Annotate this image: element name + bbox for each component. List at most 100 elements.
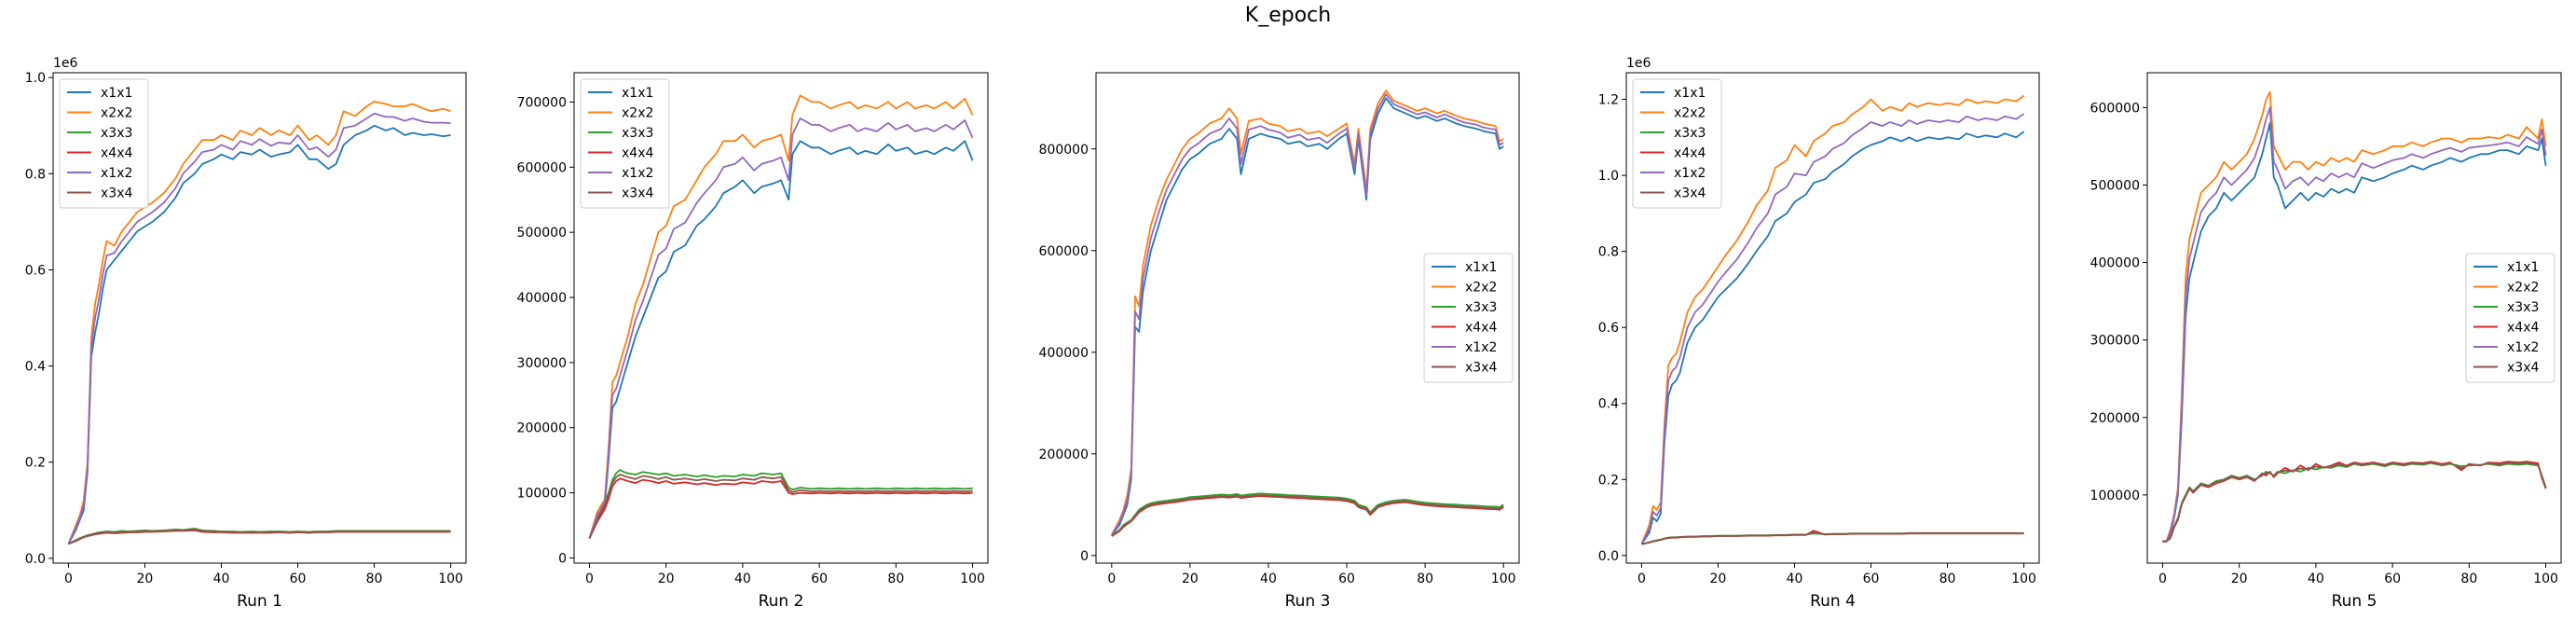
x-tick-label: 0: [2158, 572, 2167, 586]
x-tick-label: 40: [1260, 572, 1277, 586]
legend-label-x1x2: x1x2: [101, 166, 132, 181]
y-tick-label: 0: [558, 551, 567, 566]
x-tick-label: 100: [2533, 572, 2558, 586]
x-tick-label: 40: [213, 572, 230, 586]
series-line-x1x1: [588, 140, 974, 539]
y-tick-label: 0.2: [25, 456, 46, 471]
x-tick-label: 0: [1637, 572, 1646, 586]
legend-label-x3x4: x3x4: [101, 186, 132, 201]
y-tick-label: 0.6: [25, 263, 46, 278]
legend-label-x3x4: x3x4: [1465, 361, 1497, 376]
legend-label-x1x1: x1x1: [101, 86, 132, 101]
x-tick-label: 80: [887, 572, 904, 586]
legend-label-x2x2: x2x2: [2507, 281, 2539, 296]
y-tick-label: 200000: [2090, 411, 2140, 426]
y-tick-label: 500000: [2090, 178, 2140, 193]
series-line-x1x1: [1640, 131, 2025, 545]
axes-frame: [1095, 72, 1520, 564]
series-line-x3x4: [2162, 462, 2547, 543]
series-line-x2x2: [588, 94, 974, 539]
legend-label-x2x2: x2x2: [1674, 106, 1706, 121]
x-tick-label: 60: [1338, 572, 1355, 586]
axes-frame: [1625, 72, 2040, 564]
series-line-x4x4: [588, 477, 973, 539]
y-tick-label: 600000: [1039, 244, 1089, 259]
series-line-x1x1: [67, 124, 451, 544]
legend-label-x4x4: x4x4: [101, 146, 132, 161]
axes-frame: [573, 72, 989, 564]
x-tick-label: 60: [290, 572, 307, 586]
series-line-x1x2: [2162, 106, 2547, 543]
x-tick-label: 80: [1939, 572, 1956, 586]
series-line-x2x2: [2162, 90, 2547, 543]
y-tick-label: 100000: [517, 487, 567, 502]
series-line-x1x2: [588, 117, 974, 539]
x-tick-label: 60: [811, 572, 828, 586]
y-tick-label: 200000: [517, 421, 567, 436]
y-tick-label: 500000: [517, 226, 567, 241]
axes-frame: [52, 72, 467, 564]
series-line-x3x3: [588, 469, 973, 539]
x-tick-label: 40: [2308, 572, 2324, 586]
legend-label-x2x2: x2x2: [101, 106, 132, 121]
series-line-x1x1: [2162, 122, 2547, 543]
x-axis-label: Run 5: [2332, 592, 2377, 611]
y-tick-label: 0.6: [1598, 321, 1619, 336]
legend-label-x1x1: x1x1: [2507, 260, 2539, 275]
x-tick-label: 40: [734, 572, 751, 586]
x-tick-label: 80: [366, 572, 383, 586]
legend-label-x2x2: x2x2: [1465, 281, 1497, 296]
x-axis-label: Run 4: [1810, 592, 1856, 611]
x-tick-label: 20: [1182, 572, 1199, 586]
series-line-x1x2: [1640, 113, 2025, 545]
x-tick-label: 0: [64, 572, 73, 586]
legend-label-x1x2: x1x2: [2507, 340, 2539, 355]
x-tick-label: 100: [438, 572, 463, 586]
subplot-1: 0.0 0.2 0.4 0.6 0.8 1.0 0 20 40 60 80 100 1e6 Run 1 x1…: [25, 56, 467, 611]
y-tick-label: 0.4: [1598, 397, 1619, 412]
legend-label-x3x4: x3x4: [1674, 186, 1706, 201]
x-tick-label: 60: [1863, 572, 1880, 586]
x-tick-label: 100: [1491, 572, 1516, 586]
subplot-5: 100000 200000 300000 400000 500000 600000 0 20 4…: [2090, 72, 2562, 611]
x-tick-label: 20: [137, 572, 154, 586]
legend-label-x1x1: x1x1: [1465, 260, 1497, 275]
legend-label-x3x3: x3x3: [101, 126, 132, 141]
legend-label-x4x4: x4x4: [2507, 321, 2539, 336]
subplot-2: 0 100000 200000 300000 400000 500000 600000 700…: [517, 72, 989, 611]
series-line-x3x4: [68, 529, 451, 545]
legend-label-x3x3: x3x3: [1674, 126, 1706, 141]
legend: x1x1 x2x2 x3x3 x4x4 x1x2 x3x4: [1423, 253, 1514, 383]
y-tick-label: 700000: [517, 95, 567, 110]
legend: x1x1 x2x2 x3x3 x4x4 x1x2 x3x4: [580, 78, 670, 209]
x-tick-label: 0: [1107, 572, 1116, 586]
legend-label-x1x2: x1x2: [1465, 340, 1497, 355]
series-line-x4x4: [1111, 495, 1504, 537]
x-axis-label: Run 3: [1285, 592, 1331, 611]
y-tick-label: 800000: [1039, 143, 1089, 158]
y-tick-label: 0.0: [1598, 549, 1619, 564]
series-line-x3x4: [1111, 494, 1504, 537]
x-tick-label: 100: [2011, 572, 2036, 586]
legend-label-x1x2: x1x2: [622, 166, 653, 181]
y-tick-label: 1.0: [25, 71, 46, 86]
x-tick-label: 80: [2460, 572, 2477, 586]
series-line-x1x1: [1111, 97, 1504, 536]
series-line-x2x2: [1111, 90, 1504, 536]
legend-label-x4x4: x4x4: [1465, 321, 1497, 336]
y-offset-label: 1e6: [1626, 56, 1651, 71]
legend: x1x1 x2x2 x3x3 x4x4 x1x2 x3x4: [2465, 253, 2555, 383]
y-tick-label: 0.2: [1598, 473, 1619, 488]
series-line-x3x3: [2162, 462, 2547, 543]
y-tick-label: 400000: [517, 291, 567, 306]
legend-label-x4x4: x4x4: [1674, 146, 1706, 161]
series-line-x3x4: [1641, 531, 2024, 545]
legend-label-x3x4: x3x4: [2507, 361, 2539, 376]
legend-label-x3x3: x3x3: [1465, 300, 1497, 315]
legend-label-x2x2: x2x2: [622, 106, 653, 121]
legend-label-x1x2: x1x2: [1674, 166, 1706, 181]
series-line-x4x4: [2162, 461, 2547, 543]
y-tick-label: 1.0: [1598, 169, 1619, 184]
subplot-3: 0 200000 400000 600000 800000 0 20 40 60 80 100 Run…: [1039, 72, 1520, 611]
